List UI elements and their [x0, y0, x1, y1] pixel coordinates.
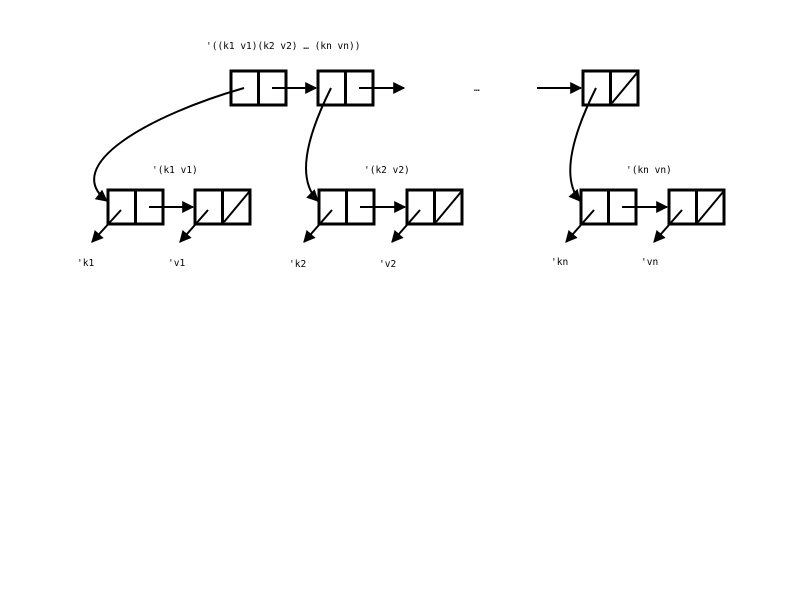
sublist-2-key: 'k2: [289, 259, 306, 270]
sublist-2-value-arrow: [391, 209, 421, 243]
sublist-n-key-arrow: [565, 209, 595, 243]
sublist-label-1: '(k1 v1): [152, 165, 198, 176]
sublist-n-value: 'vn: [641, 257, 658, 268]
sublist-1-value-arrow: [179, 209, 209, 243]
sublist-label-2: '(k2 v2): [364, 165, 410, 176]
car-arrow-n: [568, 87, 597, 202]
sublist-label-n: '(kn vn): [626, 165, 672, 176]
sublist-n-key: 'kn: [551, 257, 568, 268]
car-arrow-1: [93, 87, 245, 202]
sublist-2-cell-2: [405, 188, 464, 226]
sublist-2-value: 'v2: [379, 259, 396, 270]
sublist-2-key-arrow: [303, 209, 333, 243]
top-ellipsis: …: [474, 83, 480, 94]
car-arrow-2: [305, 87, 332, 202]
top-list-label: '((k1 v1)(k2 v2) … (kn vn)): [206, 41, 360, 52]
sublist-1-cell-2: [193, 188, 252, 226]
sublist-n-cell-2: [667, 188, 726, 226]
sublist-n-value-arrow: [653, 209, 683, 243]
sublist-1-value: 'v1: [168, 258, 185, 269]
top-cell-n: [581, 69, 640, 107]
sublist-1-key: 'k1: [77, 258, 94, 269]
sublist-1-key-arrow: [91, 209, 122, 243]
